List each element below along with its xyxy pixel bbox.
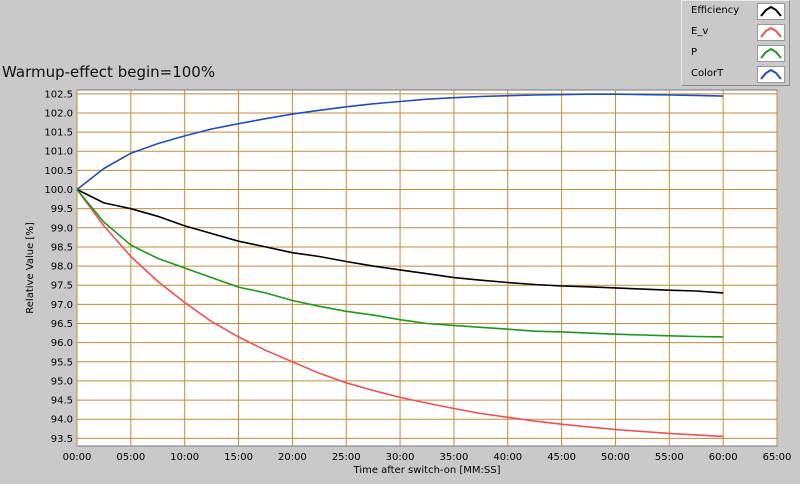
y-tick-label: 96.5 bbox=[51, 319, 73, 330]
legend-swatch-icon bbox=[757, 24, 785, 41]
y-tick-label: 101.5 bbox=[44, 128, 73, 139]
x-tick-label: 55:00 bbox=[655, 452, 684, 463]
legend-item: ColorT bbox=[682, 65, 789, 85]
y-tick-label: 99.5 bbox=[51, 204, 73, 215]
y-tick-label: 100.5 bbox=[44, 166, 73, 177]
x-tick-label: 15:00 bbox=[224, 452, 253, 463]
legend-swatch-icon bbox=[757, 3, 785, 20]
x-tick-label: 05:00 bbox=[116, 452, 145, 463]
y-tick-label: 93.5 bbox=[51, 434, 73, 445]
y-axis-label: Relative Value [%] bbox=[25, 222, 36, 314]
series-line-p bbox=[76, 188, 724, 338]
legend-label: P bbox=[691, 47, 698, 58]
x-tick-label: 20:00 bbox=[278, 452, 307, 463]
series-line-colort bbox=[76, 93, 724, 191]
y-tick-label: 98.5 bbox=[51, 242, 73, 253]
y-tick-label: 102.5 bbox=[44, 89, 73, 100]
y-tick-label: 95.5 bbox=[51, 357, 73, 368]
series-line-e-v bbox=[76, 189, 724, 438]
x-tick-label: 35:00 bbox=[440, 452, 469, 463]
legend-item: P bbox=[682, 44, 789, 64]
legend-label: E_v bbox=[691, 26, 709, 37]
legend-label: ColorT bbox=[691, 68, 724, 79]
series-line-efficiency bbox=[76, 188, 724, 294]
legend-swatch-icon bbox=[757, 66, 785, 83]
legend-item: Efficiency bbox=[682, 2, 789, 22]
x-axis-label: Time after switch-on [MM:SS] bbox=[353, 465, 501, 476]
legend: Efficiency E_v P ColorT bbox=[681, 0, 790, 86]
x-tick-label: 45:00 bbox=[547, 452, 576, 463]
y-tick-label: 98.0 bbox=[51, 262, 73, 273]
y-tick-label: 102.0 bbox=[44, 108, 73, 119]
y-tick-label: 97.0 bbox=[51, 300, 73, 311]
y-tick-label: 97.5 bbox=[51, 281, 73, 292]
legend-label: Efficiency bbox=[691, 5, 740, 16]
legend-item: E_v bbox=[682, 23, 789, 43]
y-tick-label: 101.0 bbox=[44, 147, 73, 158]
y-tick-label: 96.0 bbox=[51, 338, 73, 349]
plot-area bbox=[76, 89, 778, 447]
x-tick-label: 65:00 bbox=[763, 452, 792, 463]
x-tick-label: 30:00 bbox=[386, 452, 415, 463]
x-tick-label: 10:00 bbox=[170, 452, 199, 463]
y-tick-label: 100.0 bbox=[44, 185, 73, 196]
x-tick-label: 40:00 bbox=[493, 452, 522, 463]
y-tick-label: 95.0 bbox=[51, 376, 73, 387]
x-tick-label: 50:00 bbox=[601, 452, 630, 463]
y-tick-label: 94.5 bbox=[51, 396, 73, 407]
x-tick-label: 25:00 bbox=[332, 452, 361, 463]
y-tick-label: 94.0 bbox=[51, 415, 73, 426]
chart-title: Warmup-effect begin=100% bbox=[2, 63, 216, 81]
x-tick-label: 00:00 bbox=[63, 452, 92, 463]
legend-swatch-icon bbox=[757, 45, 785, 62]
y-tick-label: 99.0 bbox=[51, 223, 73, 234]
x-tick-label: 60:00 bbox=[709, 452, 738, 463]
